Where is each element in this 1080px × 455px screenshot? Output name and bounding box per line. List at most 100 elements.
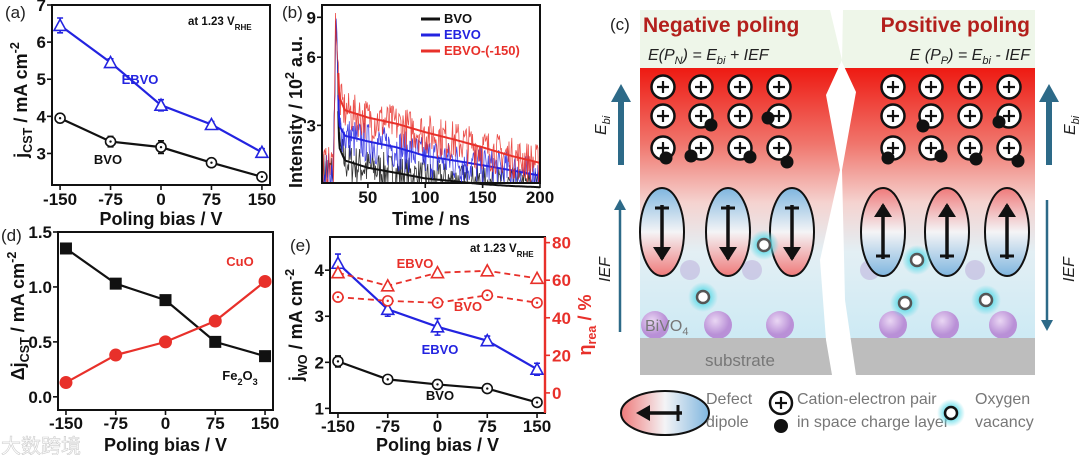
x-tick-label: 0 xyxy=(433,417,442,436)
electron-dot xyxy=(704,118,718,132)
ief-label-left: IEF xyxy=(597,256,614,282)
data-point-center xyxy=(486,294,489,297)
plot-frame xyxy=(321,4,541,184)
electron-dot xyxy=(659,151,673,165)
series-label-seg: O xyxy=(243,368,253,383)
series-label-seg: CuO xyxy=(226,254,253,269)
y-tick-label: 7 xyxy=(37,0,46,15)
series-label: BVO xyxy=(94,152,122,167)
data-point xyxy=(430,319,445,333)
y-axis-title-seg: Δj xyxy=(8,362,28,380)
oxygen-vacancy xyxy=(971,285,1001,315)
data-point-center xyxy=(109,140,112,143)
positive-poling-title: Positive poling xyxy=(881,14,1030,37)
defect-dipoles xyxy=(639,187,1030,277)
oxygen-vacancy xyxy=(902,245,932,275)
plot-area xyxy=(330,253,545,409)
data-point xyxy=(52,17,68,32)
data-point xyxy=(479,332,495,347)
diagram-c: (c) Negative poling Positive poling E(PN… xyxy=(593,10,1080,436)
series-label-seg: 2 xyxy=(237,377,242,387)
panel-label: (a) xyxy=(5,3,26,22)
data-point xyxy=(103,54,118,69)
positive-poling-equation: E (PP) = Ebi - IEF xyxy=(910,47,1032,67)
ebi-seg: bi xyxy=(601,115,613,124)
oxygen-vacancy xyxy=(890,288,920,318)
data-point xyxy=(59,242,72,255)
x-tick-label: 75 xyxy=(478,417,497,436)
cation-electron-pair xyxy=(761,103,792,129)
series-label: CuO xyxy=(226,254,253,269)
y-tick-label: 2 xyxy=(315,353,324,372)
y-tick-label: 3 xyxy=(315,307,324,326)
defect-dipole-down xyxy=(769,187,815,277)
data-point xyxy=(59,376,73,390)
y2-axis-title: ηrea / % xyxy=(575,295,599,356)
y-axis-title-seg: CST xyxy=(21,127,35,152)
legend-vacancy-line1: Oxygen xyxy=(975,391,1030,408)
data-point-center xyxy=(486,387,489,390)
legend-vacancy-line2: vacancy xyxy=(975,414,1034,431)
cation-electron-pair xyxy=(957,135,983,166)
plot-area xyxy=(322,12,541,189)
eq-seg: bi xyxy=(982,55,991,67)
cation-electron-pair xyxy=(880,103,906,129)
x-axis-title: Poling bias / V xyxy=(104,435,227,455)
data-point xyxy=(529,361,545,376)
y-tick-label: 3 xyxy=(307,116,316,135)
series-fit-BVO xyxy=(337,111,540,189)
x-tick-label: 200 xyxy=(526,188,554,207)
negative-poling-equation: E(PN) = Ebi + IEF xyxy=(648,47,770,67)
y-axis-title: Intensity / 102 a.u. xyxy=(283,36,306,188)
y-axis-title-seg: -2 xyxy=(283,269,297,280)
data-point xyxy=(479,263,495,277)
series-label: EBVO xyxy=(122,72,159,87)
legend-pair-line1: Cation-electron pair xyxy=(797,391,937,408)
y-tick-label: 4 xyxy=(315,261,325,280)
panel-label: (e) xyxy=(290,236,311,255)
data-point xyxy=(159,335,172,349)
annotation-seg: RHE xyxy=(517,250,535,259)
series-label: EBVO xyxy=(422,342,459,357)
defect-dipole-up xyxy=(860,187,906,277)
y-axis-title: ΔjCST / mA cm-2 xyxy=(5,252,32,381)
data-point-center xyxy=(336,295,340,299)
y-axis-title-seg: j xyxy=(286,376,306,382)
electron-dot xyxy=(780,155,794,169)
x-tick-label: 100 xyxy=(411,188,439,207)
cation-electron-pair xyxy=(918,135,948,163)
y2-tick-label: 0 xyxy=(552,384,561,403)
data-point xyxy=(208,314,222,328)
data-point-center xyxy=(386,299,389,303)
cation-electron-pair xyxy=(650,103,676,129)
electron-dot xyxy=(916,119,930,133)
x-tick-label: 150 xyxy=(468,188,496,207)
oxygen-vacancies xyxy=(688,230,1001,318)
annotation-seg: RHE xyxy=(235,23,253,32)
cation-electron-pair xyxy=(727,74,753,100)
electron-dot xyxy=(684,149,698,163)
y-axis-title-seg: CST xyxy=(18,337,32,362)
y-axis-title: jCST / mA cm-2 xyxy=(8,42,35,159)
data-point xyxy=(153,97,169,112)
defect-dipole-down xyxy=(705,187,751,277)
y-axis-title-seg: WO xyxy=(296,354,310,376)
y-tick-label: 6 xyxy=(307,48,316,67)
y-tick-label: 5 xyxy=(37,70,46,89)
x-tick-label: 50 xyxy=(358,188,377,207)
defect-dipole-up xyxy=(924,187,970,277)
series-label-seg: BVO xyxy=(426,388,454,403)
cation-electron-pair xyxy=(996,135,1025,168)
y-tick-label: 6 xyxy=(37,33,46,52)
x-tick-label: -75 xyxy=(375,417,400,436)
cation-electron-pair xyxy=(880,135,906,165)
eq-seg: E(P xyxy=(648,47,675,64)
series-label-seg: Fe xyxy=(222,368,237,383)
series-label-seg: EBVO xyxy=(122,72,159,87)
y-axis-title-seg: / mA cm xyxy=(8,263,28,337)
y2-axis-title-seg: / % xyxy=(575,295,595,326)
y-axis-title-seg: Intensity / 10 xyxy=(286,79,306,188)
series-label: Fe2O3 xyxy=(222,368,257,387)
